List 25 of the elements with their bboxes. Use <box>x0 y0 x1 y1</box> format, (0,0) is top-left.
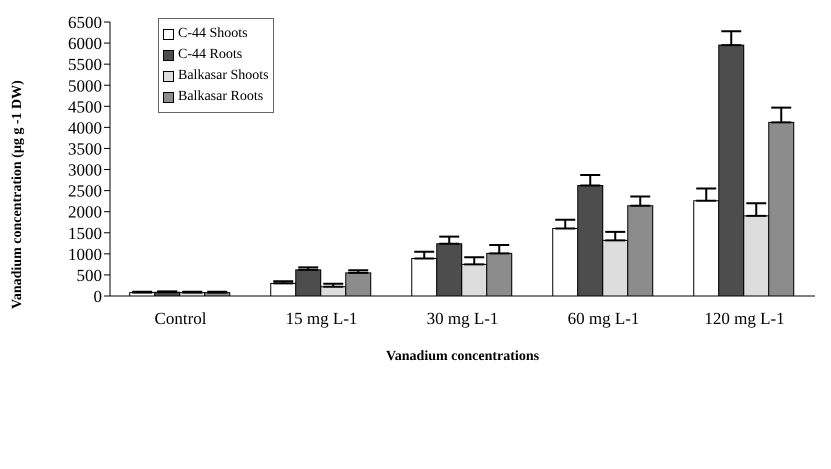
y-tick-label: 2000 <box>68 202 102 222</box>
y-tick-label: 5500 <box>68 55 102 74</box>
y-tick-label: 6500 <box>68 13 102 32</box>
y-tick-label: 4500 <box>68 97 102 116</box>
legend-label: Balkasar Shoots <box>178 68 269 84</box>
x-tick-label: 120 mg L-1 <box>704 309 785 328</box>
legend-label: C-44 Shoots <box>178 26 248 42</box>
y-tick-label: 2500 <box>68 182 102 201</box>
y-tick-label: 5000 <box>68 76 102 96</box>
x-tick-label: 60 mg L-1 <box>568 309 640 328</box>
legend-label: Balkasar Roots <box>178 89 264 105</box>
y-tick-label: 3500 <box>68 139 102 158</box>
x-tick-label: 15 mg L-1 <box>286 309 358 328</box>
y-axis-title: Vanadium concentration (µg g -1 DW) <box>10 80 25 309</box>
legend-label: C-44 Roots <box>178 47 242 63</box>
x-tick-label: Control <box>154 309 207 328</box>
y-tick-label: 6000 <box>68 34 102 54</box>
y-tick-label: 0 <box>94 287 102 306</box>
y-tick-label: 3000 <box>68 160 102 180</box>
y-tick-label: 1500 <box>68 224 102 243</box>
x-axis-title: Vanadium concentrations <box>386 349 540 364</box>
y-tick-label: 4000 <box>68 118 102 138</box>
y-tick-label: 1000 <box>68 244 102 264</box>
y-tick-label: 500 <box>76 266 102 285</box>
x-tick-label: 30 mg L-1 <box>426 309 498 328</box>
